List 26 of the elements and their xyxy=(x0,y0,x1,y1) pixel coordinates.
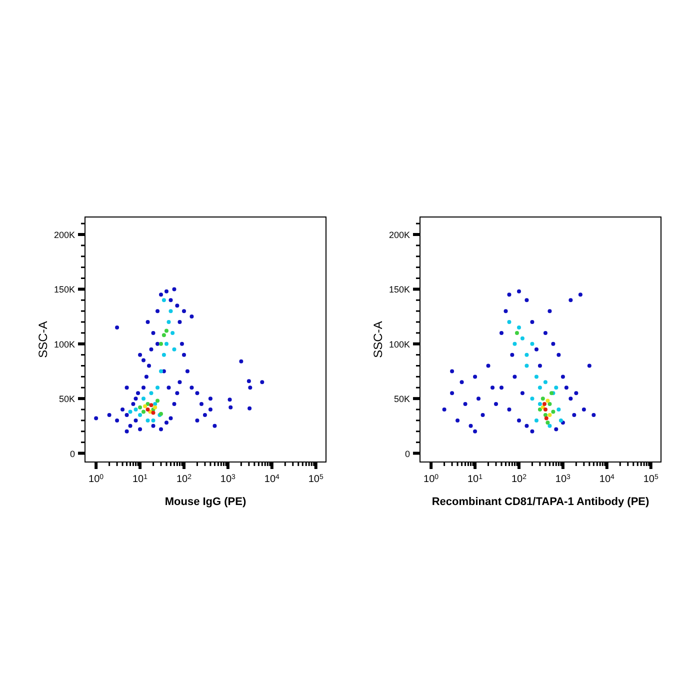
x-tick-label: 10$^{0}$ xyxy=(88,474,104,485)
y-axis-title: SSC-A xyxy=(36,321,50,358)
x-tick-label: 10$^{2}$ xyxy=(176,474,192,485)
x-tick-label: 10$^{0}$ xyxy=(424,474,439,485)
y-axis-title: SSC-A xyxy=(371,321,385,358)
x-tick-label: 10$^{1}$ xyxy=(468,474,483,485)
y-tick-label: 50K xyxy=(394,394,410,404)
y-tick-label: 0 xyxy=(404,448,410,459)
x-tick-label: 10$^{4}$ xyxy=(599,474,615,485)
x-tick-label: 10$^{5}$ xyxy=(643,474,658,485)
x-axis-title: Mouse IgG (PE) xyxy=(164,496,246,508)
x-tick-label: 10$^{5}$ xyxy=(308,474,324,485)
y-tick-label: 150K xyxy=(54,284,75,295)
x-tick-label: 10$^{3}$ xyxy=(220,474,236,485)
y-tick-label: 200K xyxy=(388,230,410,240)
y-tick-label: 100K xyxy=(388,339,410,350)
x-tick-label: 10$^{2}$ xyxy=(511,474,527,485)
y-tick-label: 150K xyxy=(388,284,410,295)
x-axis-title: Recombinant CD81/TAPA-1 Antibody (PE) xyxy=(432,496,650,508)
y-tick-label: 50K xyxy=(58,394,75,404)
y-tick-label: 0 xyxy=(70,448,75,459)
x-tick-label: 10$^{3}$ xyxy=(555,474,571,485)
y-tick-label: 100K xyxy=(54,339,75,350)
x-tick-label: 10$^{1}$ xyxy=(132,474,148,485)
x-tick-label: 10$^{4}$ xyxy=(264,474,280,485)
y-tick-label: 200K xyxy=(54,230,75,240)
